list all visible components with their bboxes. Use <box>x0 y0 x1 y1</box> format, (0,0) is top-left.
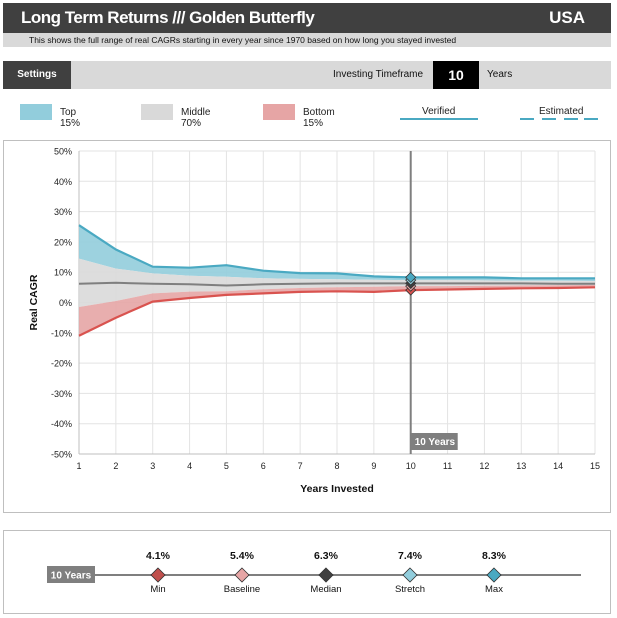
x-tick-label: 4 <box>187 461 192 471</box>
y-tick-label: -30% <box>51 389 72 399</box>
x-axis-ticks: 1 2 3 4 5 6 7 8 9 10 11 12 13 14 15 <box>76 461 600 471</box>
chart-grid <box>78 150 596 455</box>
title-bar: Long Term Returns /// Golden Butterfly U… <box>3 3 611 33</box>
legend-dash-4 <box>584 118 598 120</box>
y-tick-label: -40% <box>51 419 72 429</box>
x-tick-label: 9 <box>371 461 376 471</box>
y-tick-label: 10% <box>54 268 72 278</box>
legend-label-middle: Middle 70% <box>181 107 211 129</box>
stat-marker-min <box>150 567 166 583</box>
chart-lines <box>78 224 596 337</box>
legend-item-verified: Verified <box>400 104 480 122</box>
legend-swatch-top <box>20 104 52 120</box>
y-tick-label: 20% <box>54 237 72 247</box>
stat-label-baseline: Baseline <box>224 584 260 595</box>
series-line-min <box>78 286 596 337</box>
settings-button[interactable]: Settings <box>3 61 71 89</box>
timeframe-unit: Years <box>487 69 513 80</box>
y-tick-label: 40% <box>54 177 72 187</box>
marker-point-max <box>405 271 417 283</box>
stats-scale: 10 Years 4.1% Min 5.4% Baseline 6.3% Median 7.4… <box>47 550 581 595</box>
y-tick-label: -50% <box>51 450 72 460</box>
x-tick-label: 6 <box>261 461 266 471</box>
x-tick-label: 15 <box>590 461 600 471</box>
legend-swatch-middle <box>141 104 173 120</box>
stat-label-min: Min <box>150 584 165 595</box>
legend-label-bottom: Bottom 15% <box>303 107 335 129</box>
stat-value-max: 8.3% <box>482 550 507 562</box>
series-line-median <box>78 281 595 287</box>
legend-swatch-bottom <box>263 104 295 120</box>
legend-dash-2 <box>542 118 556 120</box>
stat-value-stretch: 7.4% <box>398 550 423 562</box>
x-tick-label: 8 <box>334 461 339 471</box>
subtitle-bar: This shows the full range of real CAGRs … <box>3 33 611 47</box>
x-tick-label: 14 <box>553 461 563 471</box>
y-tick-label: 0% <box>59 298 72 308</box>
stat-value-min: 4.1% <box>146 550 171 562</box>
y-tick-label: -20% <box>51 359 72 369</box>
stats-timeframe-bg <box>47 566 95 583</box>
legend-label-top: Top 15% <box>60 107 81 129</box>
legend-item-estimated: Estimated <box>520 104 600 122</box>
timeframe-marker: 10 Years <box>405 151 458 454</box>
legend-label-verified: Verified <box>422 106 456 117</box>
country-label: USA <box>549 8 585 27</box>
legend-label-estimated: Estimated <box>539 106 584 117</box>
stat-marker-baseline <box>234 567 250 583</box>
y-tick-label: 50% <box>54 147 72 157</box>
x-tick-label: 13 <box>516 461 526 471</box>
timeframe-value-field[interactable]: 10 <box>433 61 479 89</box>
stats-panel: 10 Years 4.1% Min 5.4% Baseline 6.3% Median 7.4… <box>3 530 611 614</box>
x-tick-label: 2 <box>113 461 118 471</box>
stats-timeframe-label: 10 Years <box>51 571 92 582</box>
x-tick-label: 3 <box>150 461 155 471</box>
x-tick-label: 1 <box>76 461 81 471</box>
series-line-max <box>78 224 595 280</box>
legend-line-verified <box>400 118 478 120</box>
y-axis-ticks: -50% -40% -30% -20% -10% 0% 10% 20% 30% 40% 50% <box>51 147 72 460</box>
stat-marker-max <box>486 567 502 583</box>
x-tick-label: 10 <box>406 461 416 471</box>
stat-label-stretch: Stretch <box>395 584 425 595</box>
subtitle-text: This shows the full range of real CAGRs … <box>29 35 457 45</box>
x-tick-label: 7 <box>298 461 303 471</box>
x-tick-label: 11 <box>443 461 452 471</box>
page-title: Long Term Returns /// Golden Butterfly <box>21 8 315 27</box>
stat-value-median: 6.3% <box>314 550 339 562</box>
cagr-chart: 10 Years -50% -40% -30% -20% -10% 0% 10% 20% 30%… <box>28 147 600 496</box>
y-tick-label: 30% <box>54 207 72 217</box>
chart-panel: 10 Years -50% -40% -30% -20% -10% 0% 10% 20% 30%… <box>3 140 611 513</box>
marker-label-bg <box>410 433 458 450</box>
stat-label-max: Max <box>485 584 503 595</box>
legend-dash-3 <box>564 118 578 120</box>
stat-marker-stretch <box>402 567 418 583</box>
settings-row: Settings Investing Timeframe 10 Years <box>3 61 611 89</box>
x-tick-label: 5 <box>224 461 229 471</box>
y-tick-label: -10% <box>51 328 72 338</box>
stat-value-baseline: 5.4% <box>230 550 255 562</box>
x-axis-label: Years Invested <box>300 483 374 495</box>
marker-label: 10 Years <box>415 437 456 448</box>
stat-marker-median <box>318 567 334 583</box>
legend-dash-1 <box>520 118 534 120</box>
x-tick-label: 12 <box>479 461 489 471</box>
timeframe-label: Investing Timeframe <box>333 69 424 80</box>
y-axis-label: Real CAGR <box>28 274 40 330</box>
stat-label-median: Median <box>310 584 341 595</box>
